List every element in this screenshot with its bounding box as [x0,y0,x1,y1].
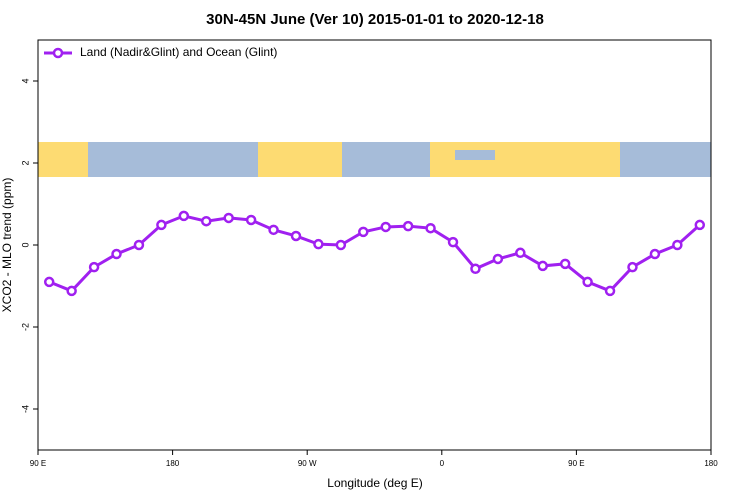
point [223,212,234,224]
legend-label: Land (Nadir&Glint) and Ocean (Glint) [80,45,277,59]
x-tick-label: 180 [166,459,180,468]
point [156,219,167,231]
x-tick-label: 90 E [30,459,46,468]
y-axis-label: XCO2 - MLO trend (ppm) [0,178,14,313]
x-axis-label: Longitude (deg E) [327,476,422,490]
point [470,263,481,275]
point [268,224,279,236]
sea [455,150,495,160]
point [515,247,526,259]
point [66,285,77,297]
land [258,142,342,177]
legend-marker [52,47,64,59]
point [582,276,593,288]
chart-title: 30N-45N June (Ver 10) 2015-01-01 to 2020… [206,11,544,28]
point [447,236,459,248]
point [604,285,616,297]
point [694,219,706,231]
point [492,253,504,265]
point [133,239,145,251]
point [335,239,347,251]
point [627,261,638,273]
x-tick-label: 90 W [298,459,317,468]
point [425,222,436,234]
point [178,210,190,222]
point [245,214,257,226]
y-tick-label: -2 [20,323,30,331]
point [559,258,571,270]
y-tick-label: 0 [20,242,30,247]
series-line [48,214,701,293]
point [380,221,391,233]
point [672,239,683,251]
point [313,238,324,250]
point [402,220,414,232]
y-tick-label: -4 [20,405,30,413]
y-tick-label: 4 [20,78,30,83]
point [201,215,212,227]
point [537,260,548,272]
point [111,248,122,260]
map-strip [38,142,711,177]
point [358,226,369,238]
x-tick-label: 90 E [568,459,584,468]
x-tick-label: 0 [440,459,445,468]
y-tick-label: 2 [20,160,30,165]
x-tick-label: 180 [704,459,718,468]
point [290,230,302,242]
land [38,142,88,177]
point [43,276,55,288]
point [649,248,661,260]
point [88,261,100,273]
